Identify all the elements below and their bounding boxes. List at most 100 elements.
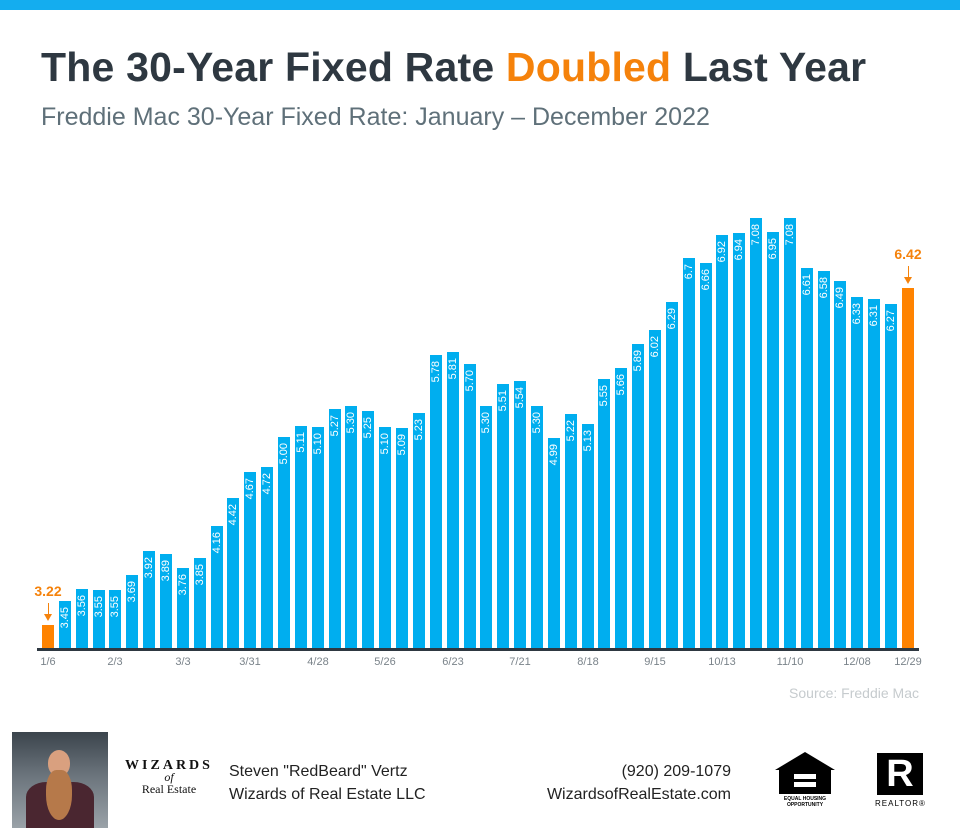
bar: 5.30 [345, 406, 357, 648]
bar-value-label: 5.11 [295, 432, 307, 453]
bar-value-label: 5.66 [615, 374, 627, 396]
bar-value-label: 5.78 [430, 361, 442, 383]
bar-value-label: 4.99 [548, 444, 560, 466]
source-note: Source: Freddie Mac [789, 685, 919, 701]
agent-info: Steven "RedBeard" Vertz Wizards of Real … [229, 760, 426, 806]
bar: 3.56 [76, 589, 88, 648]
bar: 3.45 [59, 601, 71, 648]
bar-value-label: 6.02 [649, 336, 661, 358]
x-tick-label: 12/29 [894, 656, 922, 668]
company-name: Wizards of Real Estate LLC [229, 786, 426, 803]
bar: 6.58 [818, 271, 830, 648]
website-link[interactable]: WizardsofRealEstate.com [546, 786, 731, 803]
bar: 5.00 [278, 437, 290, 648]
bar: 3.92 [143, 551, 155, 648]
bar: 7.08 [784, 218, 796, 648]
bar-value-label: 6.61 [801, 274, 813, 296]
x-tick-label: 6/23 [442, 656, 464, 668]
x-tick-label: 1/6 [40, 656, 56, 668]
bar-value-label: 4.67 [244, 478, 256, 500]
bar [902, 288, 914, 648]
bar-value-label: 6.94 [733, 239, 745, 261]
bar-value-label: 5.10 [379, 433, 391, 455]
equal-housing-icon: EQUAL HOUSING OPPORTUNITY [775, 752, 835, 810]
bar-value-label: 5.10 [312, 433, 324, 455]
bar-value-label: 3.69 [126, 581, 138, 603]
bar: 6.7 [683, 258, 695, 648]
bar-value-label: 5.30 [345, 412, 357, 434]
x-tick-label: 3/3 [175, 656, 191, 668]
bar: 6.02 [649, 330, 661, 648]
bar: 5.11 [295, 426, 307, 648]
bar-value-label: 5.09 [396, 434, 408, 456]
bar-value-label: 6.95 [767, 238, 779, 260]
bar: 6.95 [767, 232, 779, 648]
bar: 7.08 [750, 218, 762, 648]
bar-value-label: 7.08 [784, 224, 796, 246]
bar: 5.23 [413, 413, 425, 648]
bar: 4.16 [211, 526, 223, 648]
bar: 4.42 [227, 498, 239, 648]
bar: 5.27 [329, 409, 341, 648]
bar: 5.89 [632, 344, 644, 648]
x-tick-label: 8/18 [577, 656, 599, 668]
bar-value-label: 3.76 [177, 574, 189, 596]
bar: 5.55 [598, 379, 610, 648]
bar: 6.66 [700, 263, 712, 648]
bar: 6.29 [666, 302, 678, 648]
bar-chart: 3.45 3.56 3.55 3.55 3.69 3.92 3.89 3.76 3.85 4.16… [34, 218, 922, 668]
x-tick-label: 7/21 [509, 656, 531, 668]
bar: 5.51 [497, 384, 509, 648]
bar: 6.27 [885, 304, 897, 648]
bar: 5.25 [362, 411, 374, 648]
arrow-down-icon [44, 603, 52, 621]
contact-info: (920) 209-1079 WizardsofRealEstate.com [547, 760, 731, 806]
agent-photo [12, 732, 108, 828]
bar: 6.92 [716, 235, 728, 648]
bar: 5.13 [582, 424, 594, 648]
x-axis-line [37, 648, 919, 651]
bar-value-label: 6.58 [818, 277, 830, 299]
bar: 5.10 [379, 427, 391, 648]
bar-value-label: 5.25 [362, 417, 374, 439]
bar-value-label: 4.42 [227, 504, 239, 526]
bar-value-label: 4.72 [261, 473, 273, 495]
company-logo: WIZARDS of Real Estate [125, 758, 213, 796]
bar-value-label: 5.51 [497, 390, 509, 412]
bar-value-label: 5.13 [582, 430, 594, 452]
x-tick-label: 5/26 [374, 656, 396, 668]
bar: 3.76 [177, 568, 189, 648]
page-subtitle: Freddie Mac 30-Year Fixed Rate: January … [41, 103, 710, 131]
bar: 5.10 [312, 427, 324, 648]
bar-value-label: 3.56 [76, 595, 88, 617]
bar-value-label: 7.08 [750, 224, 762, 246]
phone-number: (920) 209-1079 [621, 763, 731, 780]
top-accent-bar [0, 0, 960, 10]
bar-value-label: 5.30 [531, 412, 543, 434]
bar-value-label: 6.7 [683, 264, 695, 280]
bar-value-label: 5.22 [565, 420, 577, 442]
bar-value-label: 5.54 [514, 387, 526, 409]
arrow-down-icon [904, 266, 912, 284]
bar-value-label: 3.55 [109, 596, 121, 618]
bar: 4.72 [261, 467, 273, 648]
bar-value-label: 5.81 [447, 358, 459, 380]
x-tick-label: 9/15 [644, 656, 666, 668]
bar: 5.78 [430, 355, 442, 648]
bar: 4.67 [244, 472, 256, 648]
bar-value-label: 5.30 [480, 412, 492, 434]
bar-value-label: 3.89 [160, 560, 172, 582]
page-title: The 30-Year Fixed Rate Doubled Last Year [41, 44, 866, 91]
title-text-end: Last Year [671, 44, 867, 90]
bar-value-label: 3.45 [59, 607, 71, 629]
x-tick-label: 12/08 [843, 656, 871, 668]
bar-value-label: 3.85 [194, 564, 206, 586]
agent-name: Steven "RedBeard" Vertz [229, 763, 408, 780]
realtor-icon: R REALTOR® [875, 753, 926, 808]
bar-value-label: 5.00 [278, 443, 290, 465]
bar-value-label: 5.70 [464, 370, 476, 392]
bar-value-label: 5.89 [632, 350, 644, 372]
bar: 5.22 [565, 414, 577, 648]
bar: 3.85 [194, 558, 206, 648]
x-tick-label: 4/28 [307, 656, 329, 668]
